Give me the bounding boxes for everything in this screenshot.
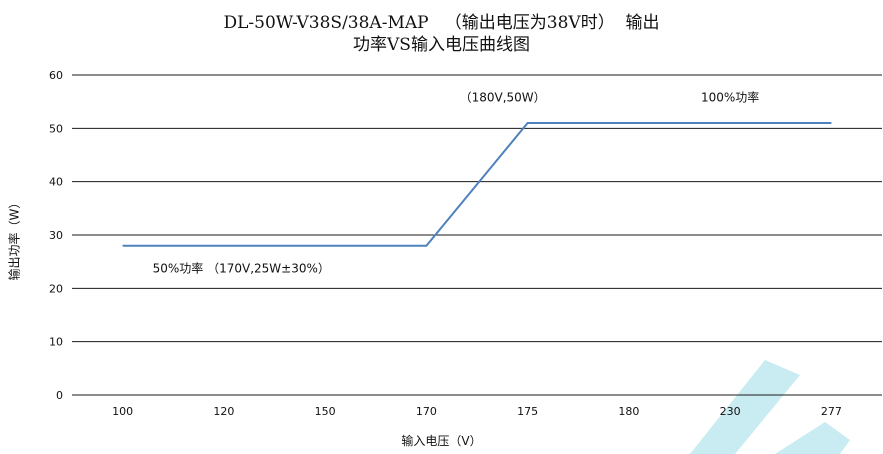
y-tick-label: 0	[56, 389, 63, 402]
x-tick-label: 100	[112, 405, 133, 418]
y-tick-label: 30	[49, 229, 63, 242]
y-tick-label: 50	[49, 122, 63, 135]
x-tick-label: 180	[618, 405, 639, 418]
x-tick-label: 120	[213, 405, 234, 418]
x-tick-label: 175	[517, 405, 538, 418]
series-line	[122, 122, 832, 247]
x-tick-label: 230	[720, 405, 741, 418]
y-tick-label: 20	[49, 282, 63, 295]
x-tick-label: 277	[821, 405, 842, 418]
watermark-band	[690, 360, 800, 454]
x-tick-label: 150	[315, 405, 336, 418]
watermark-band	[775, 422, 850, 454]
y-tick-label: 60	[49, 69, 63, 82]
y-tick-label: 10	[49, 336, 63, 349]
chart-title-line-2: 功率VS输入电压曲线图	[353, 35, 530, 55]
annotation-label: （180V,50W）	[460, 91, 546, 105]
chart-title-line-1: DL-50W-V38S/38A-MAP （输出电压为38V时） 输出	[223, 13, 660, 33]
x-axis-label: 输入电压（V）	[401, 434, 482, 448]
y-tick-label: 40	[49, 176, 63, 189]
annotation-label: 50%功率 （170V,25W±30%）	[153, 260, 330, 275]
x-tick-label: 170	[416, 405, 437, 418]
annotation-label: 100%功率	[701, 90, 759, 105]
